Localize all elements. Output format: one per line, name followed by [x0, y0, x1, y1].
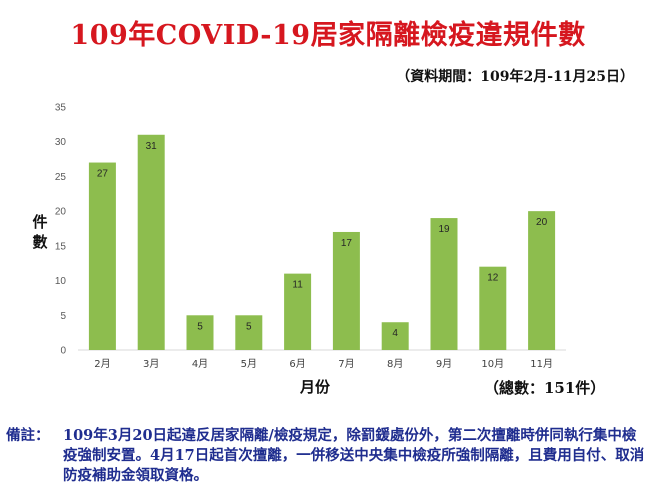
x-tick-label: 9月: [436, 358, 452, 370]
x-axis-label: 月份: [300, 378, 331, 396]
bar-chart: 0 5 10 15 20 25 30 35 27 2月 31 3月 5 4月 5 5月 11 6月 17 7月 4 8月 1…: [55, 103, 566, 370]
data-label: 27: [97, 169, 109, 180]
y-tick-label: 25: [55, 172, 67, 183]
x-tick-label: 8月: [387, 358, 403, 370]
total-count: （總數：151件）: [484, 379, 606, 397]
data-label: 20: [536, 217, 548, 228]
x-tick-label: 11月: [530, 358, 553, 370]
bar: [137, 134, 165, 350]
data-label: 4: [392, 328, 398, 339]
bar: [235, 315, 263, 350]
chart-title: 109年COVID-19居家隔離檢疫違規件數: [70, 20, 586, 51]
bar: [284, 273, 312, 350]
y-tick-label: 15: [55, 241, 67, 252]
y-tick-label: 35: [55, 103, 67, 114]
data-label: 11: [292, 280, 303, 291]
y-tick-label: 10: [55, 276, 67, 287]
y-tick-label: 20: [55, 207, 67, 218]
y-tick-label: 5: [60, 311, 66, 322]
bar: [528, 211, 556, 350]
y-tick-label: 0: [60, 346, 66, 357]
data-label: 5: [246, 321, 252, 332]
x-tick-label: 2月: [94, 358, 110, 370]
data-label: 19: [438, 224, 450, 235]
data-label: 5: [197, 321, 203, 332]
data-label: 12: [487, 273, 499, 284]
bar: [332, 231, 360, 350]
bar: [430, 218, 458, 350]
x-tick-label: 5月: [241, 358, 257, 370]
x-tick-label: 4月: [192, 358, 208, 370]
bar: [381, 322, 409, 350]
x-tick-label: 6月: [289, 358, 305, 370]
footnote-label: 備註：: [6, 427, 50, 444]
footnote: 備註： 109年3月20日起違反居家隔離/檢疫規定，除罰鍰處份外，第二次擅離時併…: [6, 426, 650, 486]
data-period: （資料期間：109年2月-11月25日）: [396, 69, 634, 85]
bar: [479, 266, 507, 350]
footnote-text: 109年3月20日起違反居家隔離/檢疫規定，除罰鍰處份外，第二次擅離時併同執行集…: [63, 427, 645, 484]
bar: [88, 162, 116, 350]
data-label: 31: [146, 141, 158, 152]
x-tick-label: 7月: [338, 358, 354, 370]
data-label: 17: [341, 238, 353, 249]
bar: [186, 315, 214, 350]
x-tick-label: 3月: [143, 358, 159, 370]
y-axis-label: 件數: [32, 213, 48, 251]
x-tick-label: 10月: [481, 358, 504, 370]
y-tick-label: 30: [55, 137, 67, 148]
